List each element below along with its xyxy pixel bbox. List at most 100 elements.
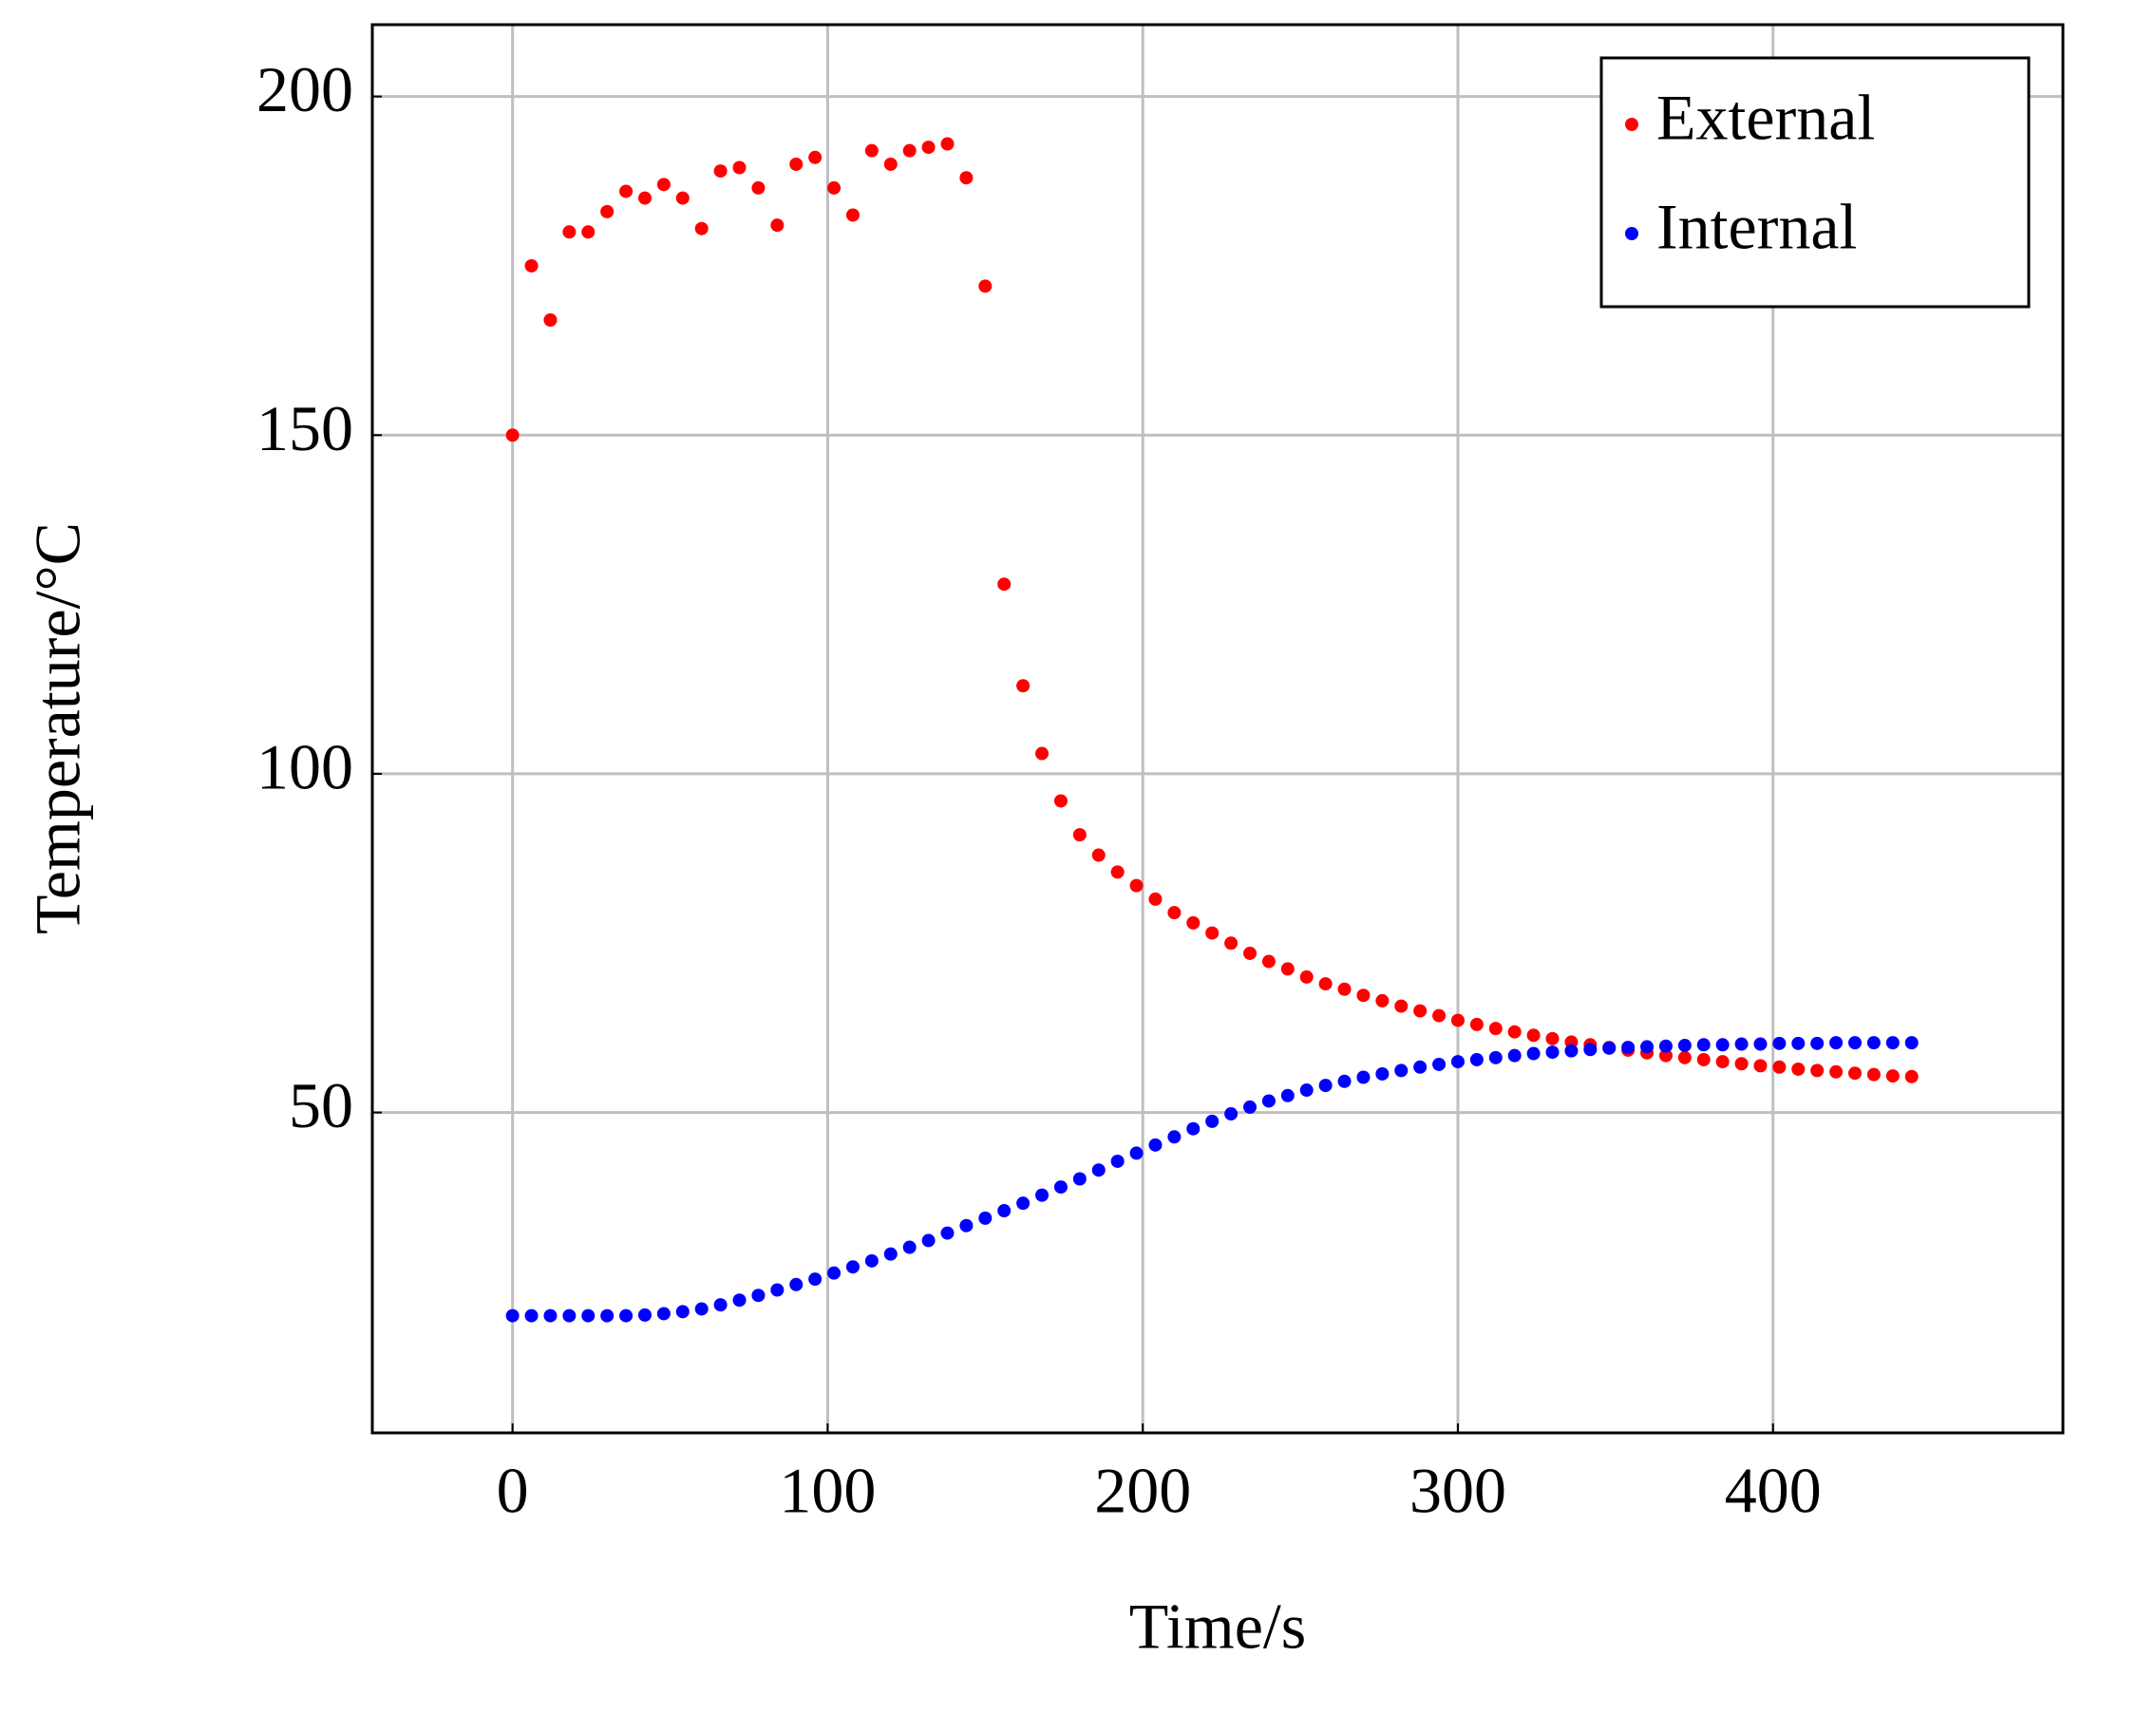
plot-frame bbox=[370, 23, 2065, 1435]
point bbox=[1677, 1038, 1692, 1052]
legend-label: External bbox=[1656, 82, 1875, 154]
point bbox=[789, 157, 804, 171]
point bbox=[1904, 1069, 1919, 1083]
point bbox=[1413, 1004, 1428, 1018]
point bbox=[1110, 865, 1125, 879]
point bbox=[1318, 1079, 1333, 1093]
point bbox=[1526, 1046, 1541, 1061]
point bbox=[1848, 1036, 1863, 1050]
point bbox=[1658, 1039, 1673, 1053]
point bbox=[978, 279, 993, 293]
point bbox=[1110, 1154, 1125, 1168]
point bbox=[637, 191, 652, 205]
point bbox=[1072, 1172, 1087, 1186]
point bbox=[1337, 1074, 1352, 1088]
point bbox=[505, 1308, 520, 1323]
point bbox=[600, 204, 615, 218]
point bbox=[1848, 1066, 1863, 1081]
point bbox=[978, 1211, 993, 1225]
point bbox=[770, 1283, 785, 1297]
legend-label: Internal bbox=[1656, 191, 1857, 263]
point bbox=[1753, 1059, 1768, 1073]
point bbox=[637, 1308, 652, 1322]
y-axis-label: Temperature/°C bbox=[22, 522, 94, 934]
point bbox=[1224, 1107, 1239, 1121]
point bbox=[1091, 1163, 1106, 1177]
point bbox=[1186, 915, 1201, 930]
point bbox=[1621, 1041, 1636, 1055]
y-tick-label: 200 bbox=[256, 53, 353, 125]
point bbox=[751, 180, 766, 195]
point bbox=[921, 1233, 936, 1248]
point bbox=[827, 180, 842, 195]
x-axis-label: Time/s bbox=[1129, 1591, 1306, 1663]
point bbox=[902, 1240, 917, 1254]
point bbox=[1904, 1036, 1919, 1050]
point bbox=[997, 577, 1012, 592]
point bbox=[543, 1308, 558, 1323]
point bbox=[675, 191, 690, 205]
point bbox=[1677, 1050, 1692, 1064]
point bbox=[1450, 1013, 1465, 1027]
point bbox=[1205, 926, 1220, 940]
y-tick-label: 50 bbox=[289, 1069, 353, 1141]
point bbox=[1337, 982, 1352, 996]
point bbox=[1772, 1036, 1787, 1050]
point bbox=[1885, 1036, 1900, 1050]
point bbox=[1035, 746, 1050, 761]
point bbox=[1280, 962, 1295, 976]
point bbox=[883, 157, 898, 171]
point bbox=[845, 208, 860, 222]
point bbox=[619, 1308, 634, 1323]
point bbox=[1167, 1130, 1182, 1144]
point bbox=[1602, 1041, 1617, 1055]
point bbox=[921, 141, 936, 155]
point bbox=[562, 1308, 577, 1323]
point bbox=[1261, 954, 1276, 969]
point bbox=[1072, 828, 1087, 842]
point bbox=[505, 428, 520, 442]
point bbox=[1091, 848, 1106, 862]
point bbox=[1469, 1017, 1484, 1031]
point bbox=[1356, 988, 1371, 1003]
point bbox=[524, 258, 539, 273]
point bbox=[1469, 1052, 1484, 1066]
point bbox=[864, 143, 879, 158]
point bbox=[1866, 1067, 1881, 1082]
point bbox=[1186, 1121, 1201, 1136]
point bbox=[997, 1204, 1012, 1218]
x-tick-label: 0 bbox=[497, 1455, 529, 1527]
point bbox=[581, 225, 596, 239]
point bbox=[1413, 1060, 1428, 1074]
point bbox=[940, 1226, 955, 1240]
point bbox=[713, 1298, 728, 1312]
point bbox=[1829, 1036, 1844, 1050]
point bbox=[656, 178, 671, 192]
point bbox=[713, 164, 728, 179]
point bbox=[600, 1308, 615, 1323]
point bbox=[1280, 1088, 1295, 1102]
point bbox=[1696, 1038, 1711, 1052]
point bbox=[675, 1305, 690, 1319]
x-tick-label: 300 bbox=[1409, 1455, 1506, 1527]
legend-marker bbox=[1625, 227, 1638, 240]
point bbox=[1375, 1066, 1390, 1081]
y-tick-label: 100 bbox=[256, 731, 353, 803]
point bbox=[694, 1302, 709, 1316]
point bbox=[827, 1266, 842, 1280]
point bbox=[1772, 1060, 1787, 1074]
point bbox=[1299, 1083, 1314, 1098]
point bbox=[1696, 1052, 1711, 1066]
point bbox=[1488, 1022, 1503, 1036]
point bbox=[1545, 1031, 1560, 1045]
point bbox=[751, 1289, 766, 1303]
point bbox=[1016, 679, 1031, 693]
point bbox=[1243, 946, 1258, 960]
point bbox=[1753, 1037, 1768, 1051]
point bbox=[1394, 999, 1409, 1013]
point bbox=[1488, 1050, 1503, 1064]
point bbox=[1129, 878, 1144, 893]
point bbox=[959, 171, 974, 185]
point bbox=[1205, 1114, 1220, 1128]
point bbox=[1148, 892, 1163, 906]
